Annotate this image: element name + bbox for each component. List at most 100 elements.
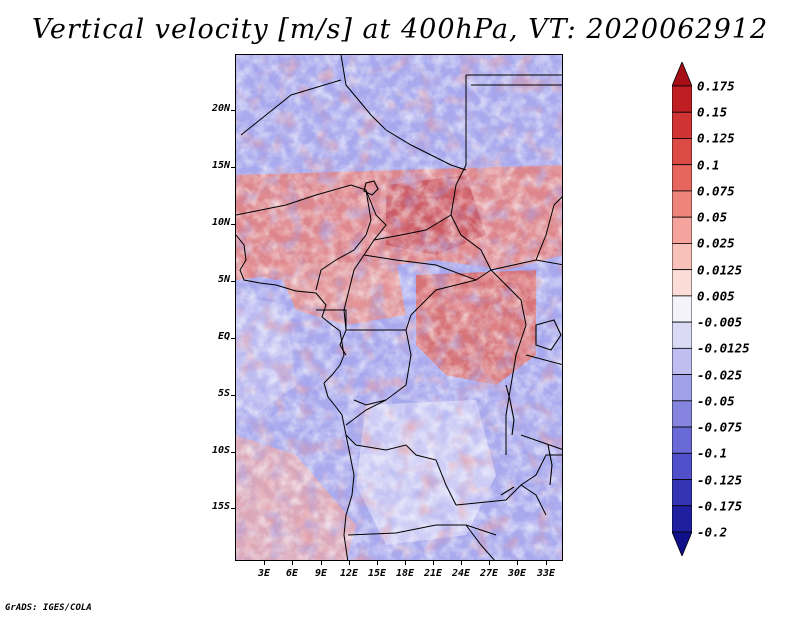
colorbar-label: 0.005: [697, 288, 735, 304]
colorbar: [671, 60, 693, 558]
colorbar-block: [671, 138, 693, 166]
colorbar-block: [671, 452, 693, 480]
lat-label: EQ: [217, 331, 230, 342]
lon-label: 18E: [395, 568, 415, 579]
colorbar-label: 0.125: [697, 130, 735, 146]
west-coastline: [236, 234, 355, 560]
colorbar-label: -0.2: [697, 524, 728, 540]
lon-label: 27E: [479, 568, 499, 579]
colorbar-block: [671, 400, 693, 428]
lat-tick: [231, 224, 235, 225]
lon-tick: [546, 561, 547, 565]
colorbar-block: [671, 269, 693, 297]
border-tanzania: [520, 354, 562, 450]
colorbar-block: [671, 295, 693, 323]
lat-tick: [231, 338, 235, 339]
colorbar-bottom-arrow: [671, 531, 693, 558]
colorbar-label: -0.075: [697, 419, 743, 435]
lat-label: 10S: [211, 445, 230, 456]
border-car: [346, 214, 492, 331]
texture-blue: [236, 55, 562, 560]
lon-label: 24E: [451, 568, 471, 579]
colorbar-label: -0.005: [697, 314, 743, 330]
border-algeria-niger: [240, 94, 292, 136]
lon-tick: [461, 561, 462, 565]
lon-label: 15E: [367, 568, 387, 579]
lakes: [363, 180, 562, 496]
border-gabon: [316, 309, 347, 356]
lon-tick: [292, 561, 293, 565]
lon-tick: [489, 561, 490, 565]
colorbar-label: -0.1: [697, 445, 728, 461]
colorbar-block: [671, 243, 693, 271]
lat-tick: [231, 167, 235, 168]
lat-tick: [231, 110, 235, 111]
colorbar-block: [671, 374, 693, 402]
colorbar-block: [671, 347, 693, 375]
border-sudan-ethiopia: [535, 196, 562, 261]
colorbar-graphic: [671, 60, 693, 558]
lake-victoria: [535, 319, 562, 351]
lat-label: 15N: [211, 160, 230, 171]
colorbar-label: -0.025: [697, 367, 743, 383]
colorbar-block: [671, 321, 693, 349]
lon-label: 9E: [314, 568, 328, 579]
colorbar-block: [671, 426, 693, 454]
colorbar-block: [671, 85, 693, 113]
lon-label: 21E: [423, 568, 443, 579]
border-botswana: [465, 524, 495, 560]
chart-title: Vertical velocity [m/s] at 400hPa, VT: 2…: [31, 14, 769, 45]
lat-label: 20N: [211, 103, 230, 114]
border-angola-drc: [345, 399, 457, 506]
lon-tick: [321, 561, 322, 565]
coastlines-and-borders: [236, 55, 562, 560]
colorbar-label: 0.0125: [697, 262, 743, 278]
border-niger-chad: [290, 79, 342, 96]
border-drc-east: [490, 269, 527, 455]
colorbar-label: 0.05: [697, 209, 728, 225]
lat-label: 10N: [211, 217, 230, 228]
colorbar-block: [671, 216, 693, 244]
lake-chad: [363, 180, 379, 196]
lat-label: 5S: [217, 388, 230, 399]
vertical-velocity-map: [236, 55, 562, 560]
lon-tick: [433, 561, 434, 565]
border-cameroon-chad: [343, 189, 387, 331]
colorbar-block: [671, 164, 693, 192]
colorbar-block: [671, 479, 693, 507]
colorbar-block: [671, 190, 693, 218]
colorbar-label: -0.05: [697, 393, 735, 409]
lat-tick: [231, 508, 235, 509]
colorbar-block: [671, 505, 693, 533]
colorbar-label: -0.175: [697, 498, 743, 514]
lon-label: 3E: [257, 568, 271, 579]
lat-label: 5N: [217, 274, 230, 285]
lat-label: 15S: [211, 501, 230, 512]
colorbar-label: 0.175: [697, 78, 735, 94]
colorbar-top-arrow: [671, 60, 693, 87]
colorbar-block: [671, 111, 693, 139]
lake-malawi: [547, 444, 553, 486]
border-mozambique: [520, 454, 562, 486]
colorbar-label: -0.125: [697, 472, 743, 488]
lon-tick: [264, 561, 265, 565]
lon-label: 30E: [507, 568, 527, 579]
grads-credit: GrADS: IGES/COLA: [5, 603, 92, 613]
lon-tick: [349, 561, 350, 565]
lat-tick: [231, 452, 235, 453]
lat-tick: [231, 281, 235, 282]
border-libya-chad: [340, 55, 467, 171]
lon-tick: [517, 561, 518, 565]
map-panel: [235, 54, 563, 561]
lat-tick: [231, 395, 235, 396]
lon-label: 12E: [339, 568, 359, 579]
colorbar-label: 0.075: [697, 183, 735, 199]
lon-tick: [405, 561, 406, 565]
colorbar-label: 0.15: [697, 104, 728, 120]
lake-tanganyika: [505, 384, 515, 436]
lon-label: 33E: [536, 568, 556, 579]
lon-label: 6E: [285, 568, 299, 579]
colorbar-label: -0.0125: [697, 340, 750, 356]
colorbar-label: 0.025: [697, 235, 735, 251]
lake-kariba: [500, 486, 515, 496]
